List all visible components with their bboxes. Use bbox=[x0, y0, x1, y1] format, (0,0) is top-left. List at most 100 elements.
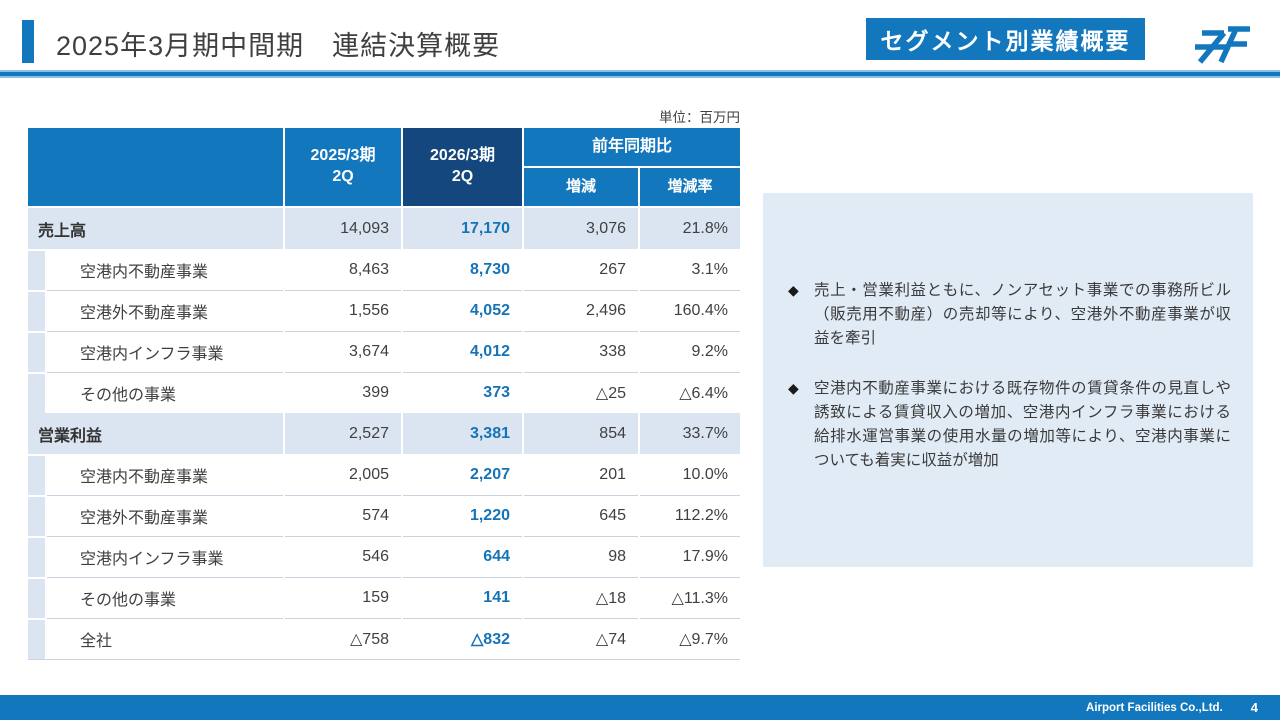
row-diff-value: 267 bbox=[524, 249, 638, 290]
curr-period-quarter: 2Q bbox=[451, 168, 474, 185]
row-diff-value: 2,496 bbox=[524, 290, 638, 331]
header-curr-period: 2026/3期 2Q bbox=[403, 128, 522, 206]
row-rate-value: 9.2% bbox=[640, 331, 740, 372]
row-curr-value: 373 bbox=[403, 372, 522, 413]
table-row: 空港外不動産事業 574 1,220 645 112.2% bbox=[28, 495, 740, 536]
row-indent bbox=[28, 331, 45, 372]
table-row: 空港外不動産事業 1,556 4,052 2,496 160.4% bbox=[28, 290, 740, 331]
row-rate-value: △11.3% bbox=[640, 577, 740, 618]
table-row: 空港内インフラ事業 3,674 4,012 338 9.2% bbox=[28, 331, 740, 372]
row-indent bbox=[28, 618, 45, 659]
row-diff-value: 338 bbox=[524, 331, 638, 372]
row-rate-value: 33.7% bbox=[640, 413, 740, 454]
table-row: その他の事業 399 373 △25 △6.4% bbox=[28, 372, 740, 413]
footer-company-name: Airport Facilities Co.,Ltd. bbox=[1086, 701, 1223, 714]
row-indent bbox=[28, 249, 45, 290]
row-diff-value: △18 bbox=[524, 577, 638, 618]
row-indent bbox=[28, 495, 45, 536]
row-prev-value: 8,463 bbox=[285, 249, 401, 290]
table-row: 営業利益 2,527 3,381 854 33.7% bbox=[28, 413, 740, 454]
prev-period-label: 2025/3期 bbox=[310, 147, 376, 165]
table-row: 空港内インフラ事業 546 644 98 17.9% bbox=[28, 536, 740, 577]
row-rate-value: 17.9% bbox=[640, 536, 740, 577]
page-title: 2025年3月期中間期 連結決算概要 bbox=[56, 31, 501, 61]
note-bullet: ◆ 空港内不動産事業における既存物件の賃貸条件の見直しや誘致による賃貸収入の増加… bbox=[788, 377, 1231, 473]
header-yoy-group: 前年同期比 増減 増減率 bbox=[524, 128, 740, 206]
row-label: 空港内インフラ事業 bbox=[47, 331, 283, 372]
row-label: 空港外不動産事業 bbox=[47, 495, 283, 536]
row-curr-value: 3,381 bbox=[403, 413, 522, 454]
row-diff-value: 3,076 bbox=[524, 208, 638, 249]
row-curr-value: 2,207 bbox=[403, 454, 522, 495]
diamond-bullet-icon: ◆ bbox=[788, 380, 799, 397]
segment-overview-badge: セグメント別業績概要 bbox=[866, 18, 1145, 60]
note-text: 空港内不動産事業における既存物件の賃貸条件の見直しや誘致による賃貸収入の増加、空… bbox=[814, 380, 1231, 470]
row-prev-value: 14,093 bbox=[285, 208, 401, 249]
curr-period-label: 2026/3期 bbox=[430, 147, 495, 165]
row-prev-value: 159 bbox=[285, 577, 401, 618]
table-row: 空港内不動産事業 8,463 8,730 267 3.1% bbox=[28, 249, 740, 290]
row-label: 空港内インフラ事業 bbox=[47, 536, 283, 577]
table-row: 空港内不動産事業 2,005 2,207 201 10.0% bbox=[28, 454, 740, 495]
row-label: その他の事業 bbox=[47, 372, 283, 413]
row-curr-value: 17,170 bbox=[403, 208, 522, 249]
row-curr-value: 141 bbox=[403, 577, 522, 618]
row-rate-value: △6.4% bbox=[640, 372, 740, 413]
row-prev-value: 2,527 bbox=[285, 413, 401, 454]
row-prev-value: 399 bbox=[285, 372, 401, 413]
diamond-bullet-icon: ◆ bbox=[788, 282, 799, 298]
table-row: その他の事業 159 141 △18 △11.3% bbox=[28, 577, 740, 618]
row-diff-value: 98 bbox=[524, 536, 638, 577]
row-rate-value: 10.0% bbox=[640, 454, 740, 495]
row-diff-value: △25 bbox=[524, 372, 638, 413]
table-row: 全社 △758 △832 △74 △9.7% bbox=[28, 618, 740, 659]
row-label: 売上高 bbox=[28, 208, 283, 249]
header-prev-period: 2025/3期 2Q bbox=[285, 128, 401, 206]
row-curr-value: 644 bbox=[403, 536, 522, 577]
row-indent bbox=[28, 290, 45, 331]
row-rate-value: 3.1% bbox=[640, 249, 740, 290]
row-diff-value: 201 bbox=[524, 454, 638, 495]
row-label: 営業利益 bbox=[28, 413, 283, 454]
row-prev-value: 546 bbox=[285, 536, 401, 577]
note-bullet: ◆ 売上・営業利益ともに、ノンアセット事業での事務所ビル（販売用不動産）の売却等… bbox=[788, 279, 1231, 351]
row-curr-value: 8,730 bbox=[403, 249, 522, 290]
table-row: 売上高 14,093 17,170 3,076 21.8% bbox=[28, 208, 740, 249]
notes-panel: ◆ 売上・営業利益ともに、ノンアセット事業での事務所ビル（販売用不動産）の売却等… bbox=[763, 193, 1253, 567]
row-diff-value: △74 bbox=[524, 618, 638, 659]
prev-period-quarter: 2Q bbox=[332, 168, 354, 185]
row-rate-value: 160.4% bbox=[640, 290, 740, 331]
row-indent bbox=[28, 536, 45, 577]
row-prev-value: 574 bbox=[285, 495, 401, 536]
row-diff-value: 645 bbox=[524, 495, 638, 536]
row-indent bbox=[28, 577, 45, 618]
row-diff-value: 854 bbox=[524, 413, 638, 454]
row-curr-value: 4,012 bbox=[403, 331, 522, 372]
row-prev-value: 2,005 bbox=[285, 454, 401, 495]
header-yoy: 前年同期比 bbox=[524, 128, 740, 166]
row-rate-value: △9.7% bbox=[640, 618, 740, 659]
header-blank-cell bbox=[28, 128, 283, 206]
header-diff: 増減 bbox=[524, 168, 638, 206]
header-divider bbox=[0, 70, 1280, 78]
row-label: 空港外不動産事業 bbox=[47, 290, 283, 331]
row-rate-value: 112.2% bbox=[640, 495, 740, 536]
row-curr-value: △832 bbox=[403, 618, 522, 659]
table-header: 2025/3期 2Q 2026/3期 2Q 前年同期比 増減 増減率 bbox=[28, 128, 740, 206]
row-label: 空港内不動産事業 bbox=[47, 454, 283, 495]
title-accent-bar bbox=[22, 20, 34, 63]
row-rate-value: 21.8% bbox=[640, 208, 740, 249]
row-prev-value: △758 bbox=[285, 618, 401, 659]
row-label: その他の事業 bbox=[47, 577, 283, 618]
header-rate: 増減率 bbox=[640, 168, 740, 206]
row-indent bbox=[28, 372, 45, 413]
row-prev-value: 3,674 bbox=[285, 331, 401, 372]
unit-label: 単位：百万円 bbox=[659, 110, 740, 125]
row-indent bbox=[28, 454, 45, 495]
row-label: 全社 bbox=[47, 618, 283, 659]
row-curr-value: 4,052 bbox=[403, 290, 522, 331]
row-prev-value: 1,556 bbox=[285, 290, 401, 331]
row-label: 空港内不動産事業 bbox=[47, 249, 283, 290]
note-text: 売上・営業利益ともに、ノンアセット事業での事務所ビル（販売用不動産）の売却等によ… bbox=[814, 282, 1231, 348]
